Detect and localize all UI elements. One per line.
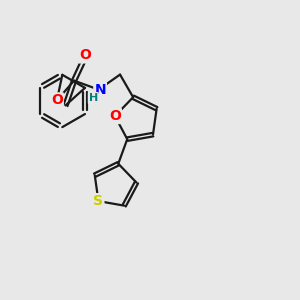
Text: O: O	[109, 109, 121, 123]
Text: N: N	[94, 82, 106, 97]
Text: S: S	[93, 194, 103, 208]
Text: H: H	[88, 93, 98, 103]
Text: O: O	[79, 49, 91, 62]
Text: O: O	[51, 93, 63, 107]
